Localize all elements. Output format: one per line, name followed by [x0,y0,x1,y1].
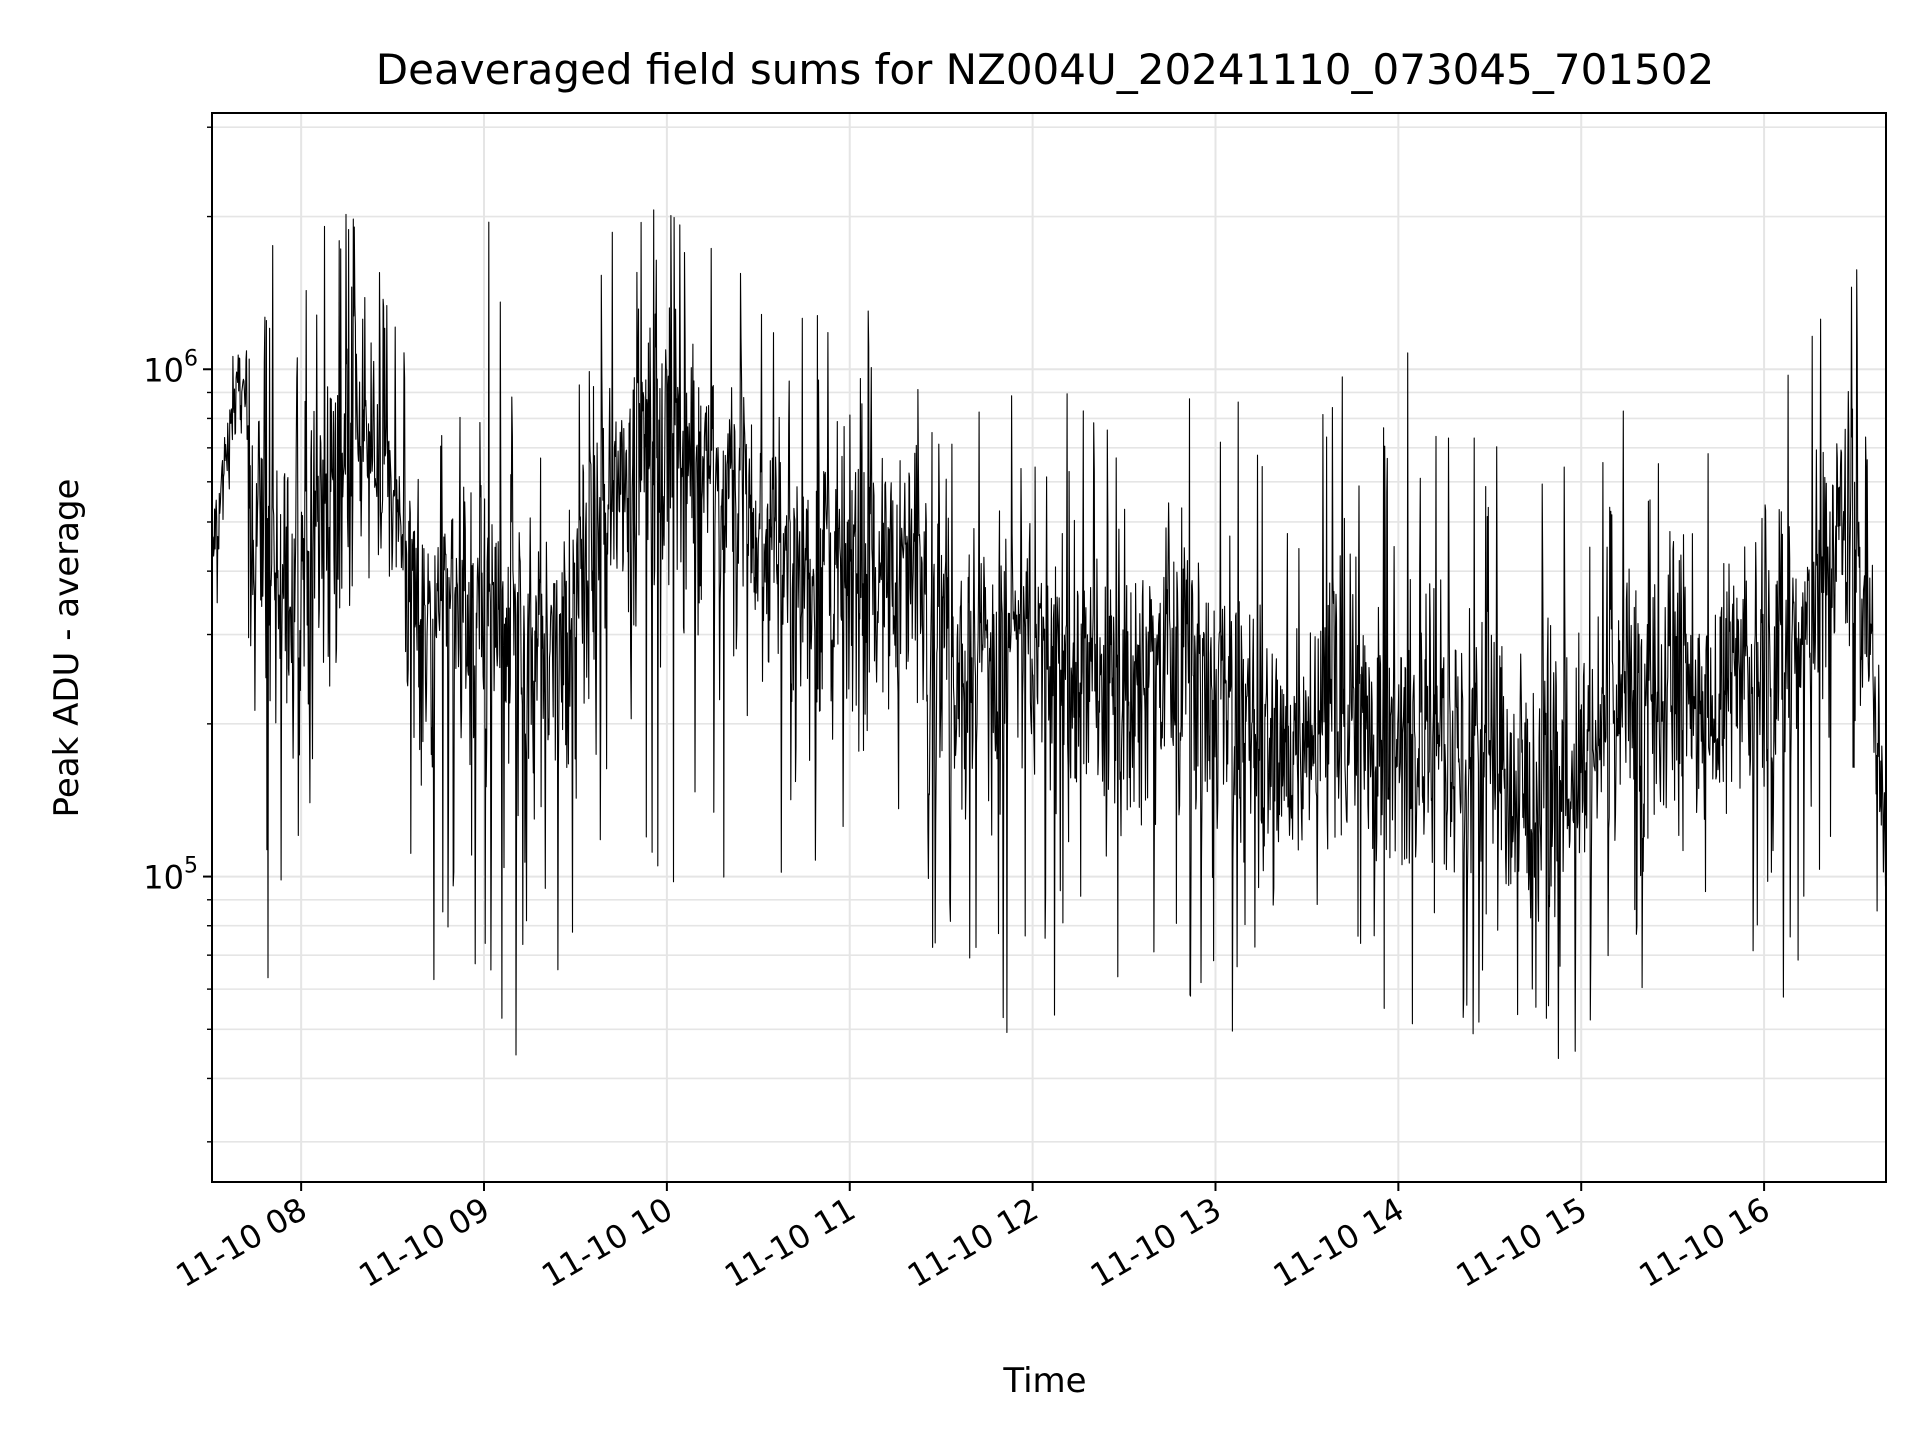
data-trace [211,209,1887,1060]
plot-frame [211,112,1887,1183]
series-line [211,209,1887,1060]
y-tick-label: 106 [143,346,198,389]
y-axis-title: Peak ADU - average [47,479,87,818]
y-tick-base: 10 [143,351,184,389]
y-tick-base: 10 [143,859,184,897]
y-tick-label: 105 [143,854,198,897]
y-tick-exponent: 6 [184,346,198,371]
chart-title: Deaveraged field sums for NZ004U_2024111… [376,45,1714,94]
y-tick-exponent: 5 [184,854,198,879]
x-axis-title: Time [1002,1361,1086,1401]
